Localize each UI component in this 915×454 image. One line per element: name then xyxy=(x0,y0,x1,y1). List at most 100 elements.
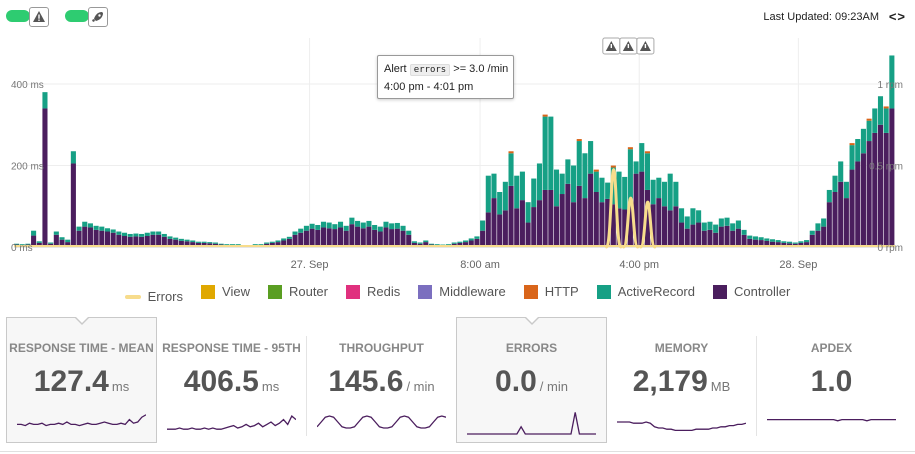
bar-controller xyxy=(877,124,884,247)
bar-activerecord xyxy=(866,120,872,142)
metric-card-errors[interactable]: ERRORS 0.0/ min xyxy=(456,316,607,443)
bar-activerecord xyxy=(531,178,537,208)
bar-activerecord xyxy=(332,224,338,230)
bar-controller xyxy=(514,208,520,247)
last-updated-label: Last Updated: 09:23AM xyxy=(763,11,879,23)
metric-card-response-time-95th[interactable]: RESPONSE TIME - 95TH 406.5 ms xyxy=(157,318,306,442)
card-value-row: 2,179 MB xyxy=(607,365,756,399)
bar-controller xyxy=(872,132,878,247)
legend-item-controller[interactable]: Controller xyxy=(713,284,790,299)
bar-activerecord xyxy=(48,242,54,244)
card-value: 2,179 xyxy=(632,365,708,398)
bar-activerecord xyxy=(787,241,793,244)
warning-icon-bar xyxy=(610,44,613,48)
card-title: ERRORS xyxy=(505,341,558,355)
bar-activerecord xyxy=(320,221,327,228)
legend-item-http[interactable]: HTTP xyxy=(523,284,579,299)
legend-label: Middleware xyxy=(439,284,506,299)
metric-card-memory[interactable]: MEMORY 2,179 MB xyxy=(607,318,756,442)
bar-controller xyxy=(809,234,815,247)
bar-controller xyxy=(195,242,201,247)
alerts-toggle[interactable] xyxy=(6,10,30,22)
legend-item-activerecord[interactable]: ActiveRecord xyxy=(596,284,695,299)
bar-activerecord xyxy=(298,228,304,233)
bar-controller xyxy=(400,230,406,247)
bar-controller xyxy=(599,202,605,247)
legend-item-redis[interactable]: Redis xyxy=(346,284,400,299)
sparkline xyxy=(317,415,446,429)
bar-activerecord xyxy=(502,181,508,211)
legend-item-errors[interactable]: Errors xyxy=(124,289,183,304)
bar-controller xyxy=(394,228,400,247)
rocket-icon[interactable] xyxy=(88,7,108,27)
bar-activerecord xyxy=(167,236,173,239)
time-nav-arrows[interactable]: <> xyxy=(888,9,906,24)
bar-controller xyxy=(286,238,292,247)
warning-icon[interactable] xyxy=(29,7,49,27)
tooltip-alert-label: Alert xyxy=(384,63,407,75)
bar-activerecord xyxy=(491,173,497,199)
card-unit: ms xyxy=(261,379,280,394)
bar-activerecord xyxy=(190,240,196,243)
bar-controller xyxy=(724,225,730,247)
bar-activerecord xyxy=(178,238,184,241)
bar-controller xyxy=(104,231,111,247)
bar-controller xyxy=(474,238,480,247)
bar-http xyxy=(866,118,872,121)
bar-activerecord xyxy=(468,238,474,241)
selection-notch xyxy=(523,316,540,325)
legend-item-view[interactable]: View xyxy=(201,284,250,299)
bar-activerecord xyxy=(571,165,577,203)
bar-activerecord xyxy=(758,237,764,241)
bar-controller xyxy=(121,235,128,247)
bar-controller xyxy=(389,229,395,247)
bar-activerecord xyxy=(508,153,514,186)
legend-swatch xyxy=(713,284,727,299)
bar-controller xyxy=(713,232,719,247)
bar-activerecord xyxy=(804,240,810,243)
bar-activerecord xyxy=(485,175,491,213)
sparkline xyxy=(467,412,596,435)
bar-activerecord xyxy=(474,236,480,239)
metric-card-apdex[interactable]: APDEX 1.0 xyxy=(757,318,906,442)
bar-http xyxy=(610,165,616,168)
bar-activerecord xyxy=(696,210,702,223)
bar-activerecord xyxy=(588,141,594,174)
bar-controller xyxy=(82,226,88,247)
bar-controller xyxy=(411,242,417,247)
bar-activerecord xyxy=(133,233,139,237)
x-tick-label: 8:00 am xyxy=(460,259,500,271)
bar-activerecord xyxy=(150,231,156,235)
bar-activerecord xyxy=(644,153,650,190)
bar-controller xyxy=(821,226,827,247)
bar-controller xyxy=(360,228,366,247)
deploys-toggle[interactable] xyxy=(65,10,89,22)
bar-activerecord xyxy=(36,241,42,243)
bar-controller xyxy=(269,242,275,247)
legend-item-router[interactable]: Router xyxy=(267,284,328,299)
bar-activerecord xyxy=(93,225,99,230)
bar-http xyxy=(576,139,582,142)
metric-card-throughput[interactable]: THROUGHPUT 145.6/ min xyxy=(307,318,456,442)
bar-activerecord xyxy=(440,244,446,246)
card-value: 1.0 xyxy=(810,365,853,398)
legend-item-middleware[interactable]: Middleware xyxy=(418,284,506,299)
bar-activerecord xyxy=(303,225,309,231)
bar-activerecord xyxy=(229,244,236,245)
bar-activerecord xyxy=(821,218,827,227)
sparkline xyxy=(167,414,296,430)
bar-activerecord xyxy=(104,228,111,232)
card-title: THROUGHPUT xyxy=(339,341,424,355)
bar-activerecord xyxy=(525,202,531,223)
metric-card-response-time-mean[interactable]: RESPONSE TIME - MEAN 127.4 ms xyxy=(6,316,157,443)
bar-activerecord xyxy=(110,229,116,233)
bar-controller xyxy=(775,242,781,247)
bar-controller xyxy=(320,227,327,247)
card-value-row: 127.4 ms xyxy=(7,365,156,399)
bar-activerecord xyxy=(883,108,889,133)
bar-activerecord xyxy=(690,208,696,225)
performance-chart[interactable]: 0 ms 200 ms 400 ms 0 rpm 0.5 rpm 1 rpm 27. Sep… xyxy=(0,34,915,284)
card-unit: / min xyxy=(539,379,568,394)
card-title: APDEX xyxy=(810,341,853,355)
bar-activerecord xyxy=(224,244,230,245)
